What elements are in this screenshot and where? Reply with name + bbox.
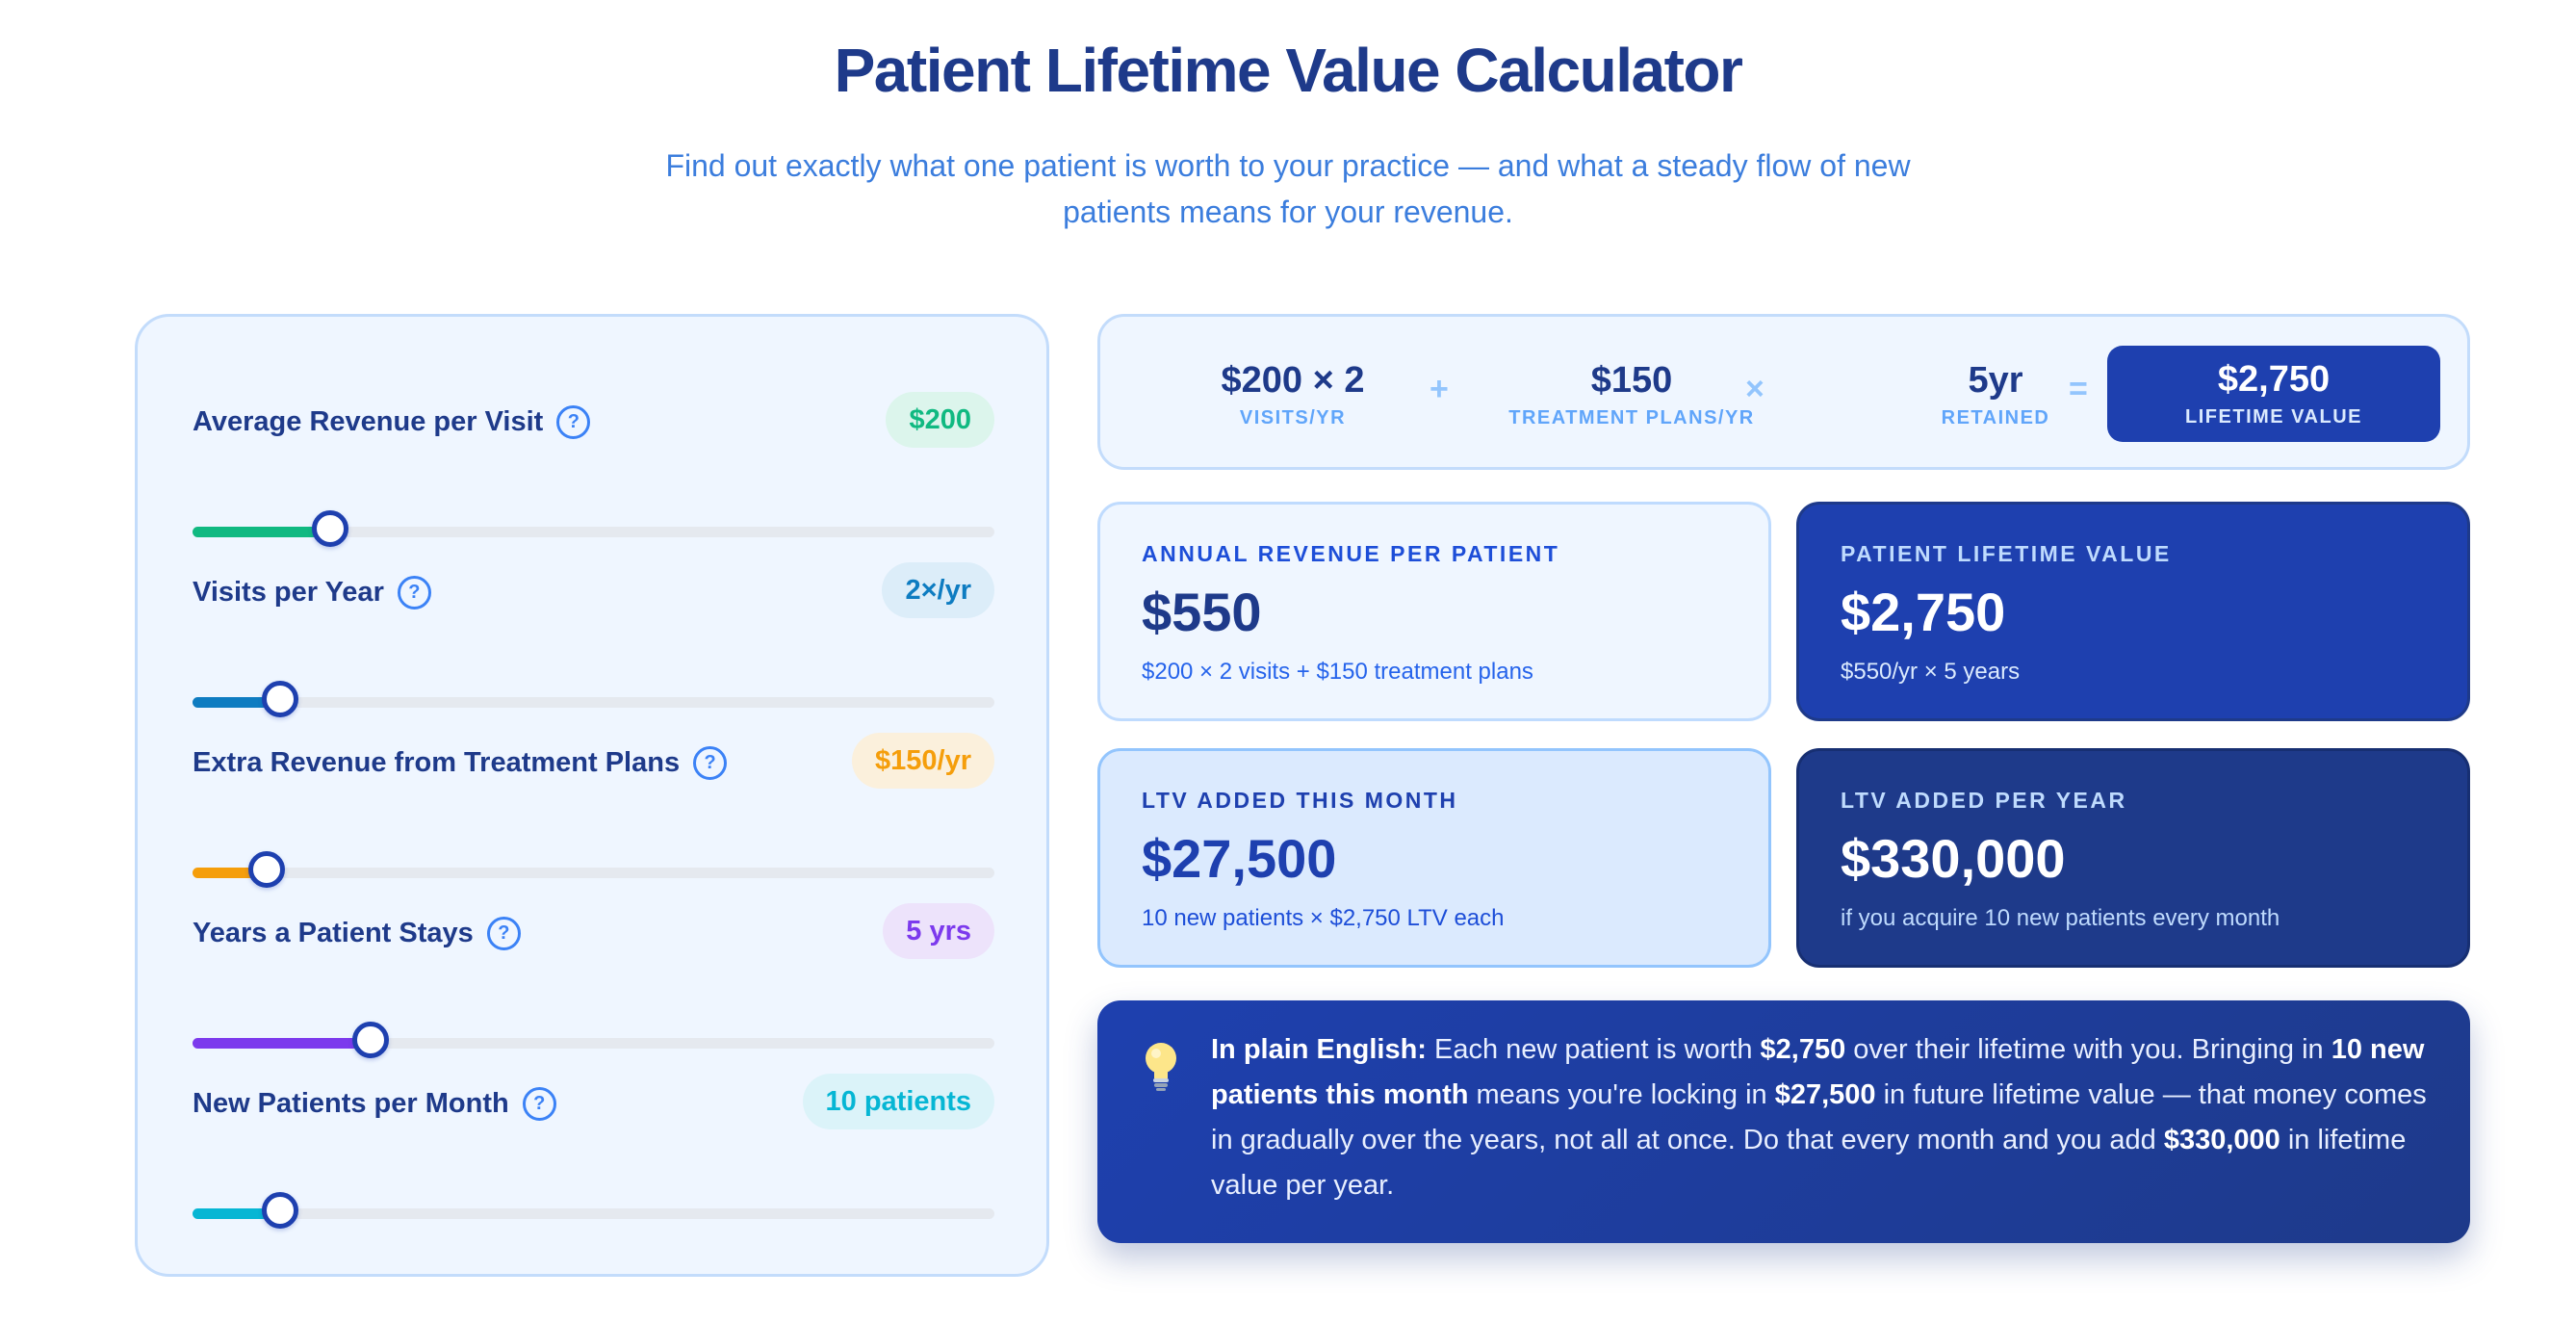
card-subtext: 10 new patients × $2,750 LTV each [1142, 905, 1505, 931]
page-subtitle: Find out exactly what one patient is wor… [665, 148, 1911, 229]
control-new-patients: New Patients per Month ? 10 patients [193, 1052, 994, 1229]
slider-fill [193, 1208, 280, 1219]
card-label: LTV ADDED PER YEAR [1841, 788, 2127, 813]
formula-bar: $200 × 2 VISITS/YR + $150 TREATMENT PLAN… [1097, 314, 2470, 470]
card-subtext: $550/yr × 5 years [1841, 659, 2021, 685]
formula-value: $150 [1590, 360, 1673, 401]
control-revenue-per-visit: Average Revenue per Visit ? $200 [193, 371, 994, 547]
formula-value: 5yr [1968, 360, 2023, 401]
slider-track[interactable] [193, 1192, 994, 1229]
formula-label: VISITS/YR [1239, 407, 1347, 428]
formula-result-label: LIFETIME VALUE [2185, 406, 2362, 428]
help-icon[interactable]: ? [522, 1087, 556, 1121]
formula-term-years: 5yr RETAINED [1899, 317, 2092, 473]
control-visits-per-year: Visits per Year ? 2×/yr [193, 541, 994, 717]
control-label: Years a Patient Stays [193, 918, 474, 948]
value-badge: $200 [886, 392, 994, 448]
control-years-retained: Years a Patient Stays ? 5 yrs [193, 882, 994, 1058]
slider-thumb[interactable] [312, 510, 349, 547]
slider-track[interactable] [193, 681, 994, 717]
plain-english-box: In plain English: Each new patient is wo… [1097, 1000, 2470, 1243]
card-value: $27,500 [1142, 828, 1337, 889]
plain-english-text: In plain English: Each new patient is wo… [1211, 1034, 2427, 1201]
slider-thumb[interactable] [351, 1022, 389, 1058]
slider-fill [193, 697, 280, 708]
slider-fill [193, 1038, 371, 1049]
slider-thumb[interactable] [248, 851, 286, 888]
help-icon[interactable]: ? [556, 405, 591, 439]
ltv-month-card: LTV ADDED THIS MONTH $27,500 10 new pati… [1097, 748, 1771, 968]
control-label: New Patients per Month [193, 1088, 509, 1119]
slider-fill [193, 868, 268, 878]
value-badge: 10 patients [802, 1074, 994, 1129]
formula-label: RETAINED [1941, 407, 2050, 428]
page-title: Patient Lifetime Value Calculator [834, 36, 1743, 105]
value-badge: 2×/yr [882, 562, 994, 618]
formula-label: TREATMENT PLANS/YR [1508, 407, 1755, 428]
slider-thumb[interactable] [261, 1192, 298, 1229]
slider-fill [193, 527, 331, 537]
card-label: ANNUAL REVENUE PER PATIENT [1142, 541, 1560, 566]
control-label: Visits per Year [193, 577, 384, 608]
multiply-operator: × [1745, 371, 1765, 407]
card-label: PATIENT LIFETIME VALUE [1841, 541, 2172, 566]
card-value: $2,750 [1841, 582, 2006, 642]
ltv-year-card: LTV ADDED PER YEAR $330,000 if you acqui… [1796, 748, 2470, 968]
card-subtext: if you acquire 10 new patients every mon… [1841, 905, 2280, 931]
slider-track[interactable] [193, 510, 994, 547]
help-icon[interactable]: ? [693, 746, 728, 780]
equals-operator: = [2069, 371, 2088, 407]
lifetime-value-card: PATIENT LIFETIME VALUE $2,750 $550/yr × … [1796, 502, 2470, 721]
slider-track[interactable] [193, 851, 994, 888]
control-label: Average Revenue per Visit [193, 406, 544, 437]
formula-term-visits: $200 × 2 VISITS/YR [1177, 317, 1408, 473]
value-badge: 5 yrs [883, 903, 994, 959]
annual-revenue-card: ANNUAL REVENUE PER PATIENT $550 $200 × 2… [1097, 502, 1771, 721]
control-label: Extra Revenue from Treatment Plans [193, 747, 681, 778]
help-icon[interactable]: ? [486, 917, 521, 950]
control-treatment-plans: Extra Revenue from Treatment Plans ? $15… [193, 712, 994, 888]
plus-operator: + [1430, 371, 1449, 407]
formula-term-treatment: $150 TREATMENT PLANS/YR [1478, 317, 1786, 473]
help-icon[interactable]: ? [397, 576, 431, 610]
slider-thumb[interactable] [261, 681, 298, 717]
formula-result: $2,750 LIFETIME VALUE [2107, 346, 2440, 442]
card-subtext: $200 × 2 visits + $150 treatment plans [1142, 659, 1533, 685]
card-value: $550 [1142, 582, 1262, 642]
lightbulb-icon [1146, 1043, 1176, 1091]
card-label: LTV ADDED THIS MONTH [1142, 788, 1458, 813]
slider-track[interactable] [193, 1022, 994, 1058]
value-badge: $150/yr [852, 733, 994, 789]
formula-result-value: $2,750 [2217, 359, 2331, 400]
formula-value: $200 × 2 [1221, 360, 1365, 401]
inputs-panel: Average Revenue per Visit ? $200 Visits … [135, 314, 1049, 1277]
card-value: $330,000 [1841, 828, 2066, 889]
